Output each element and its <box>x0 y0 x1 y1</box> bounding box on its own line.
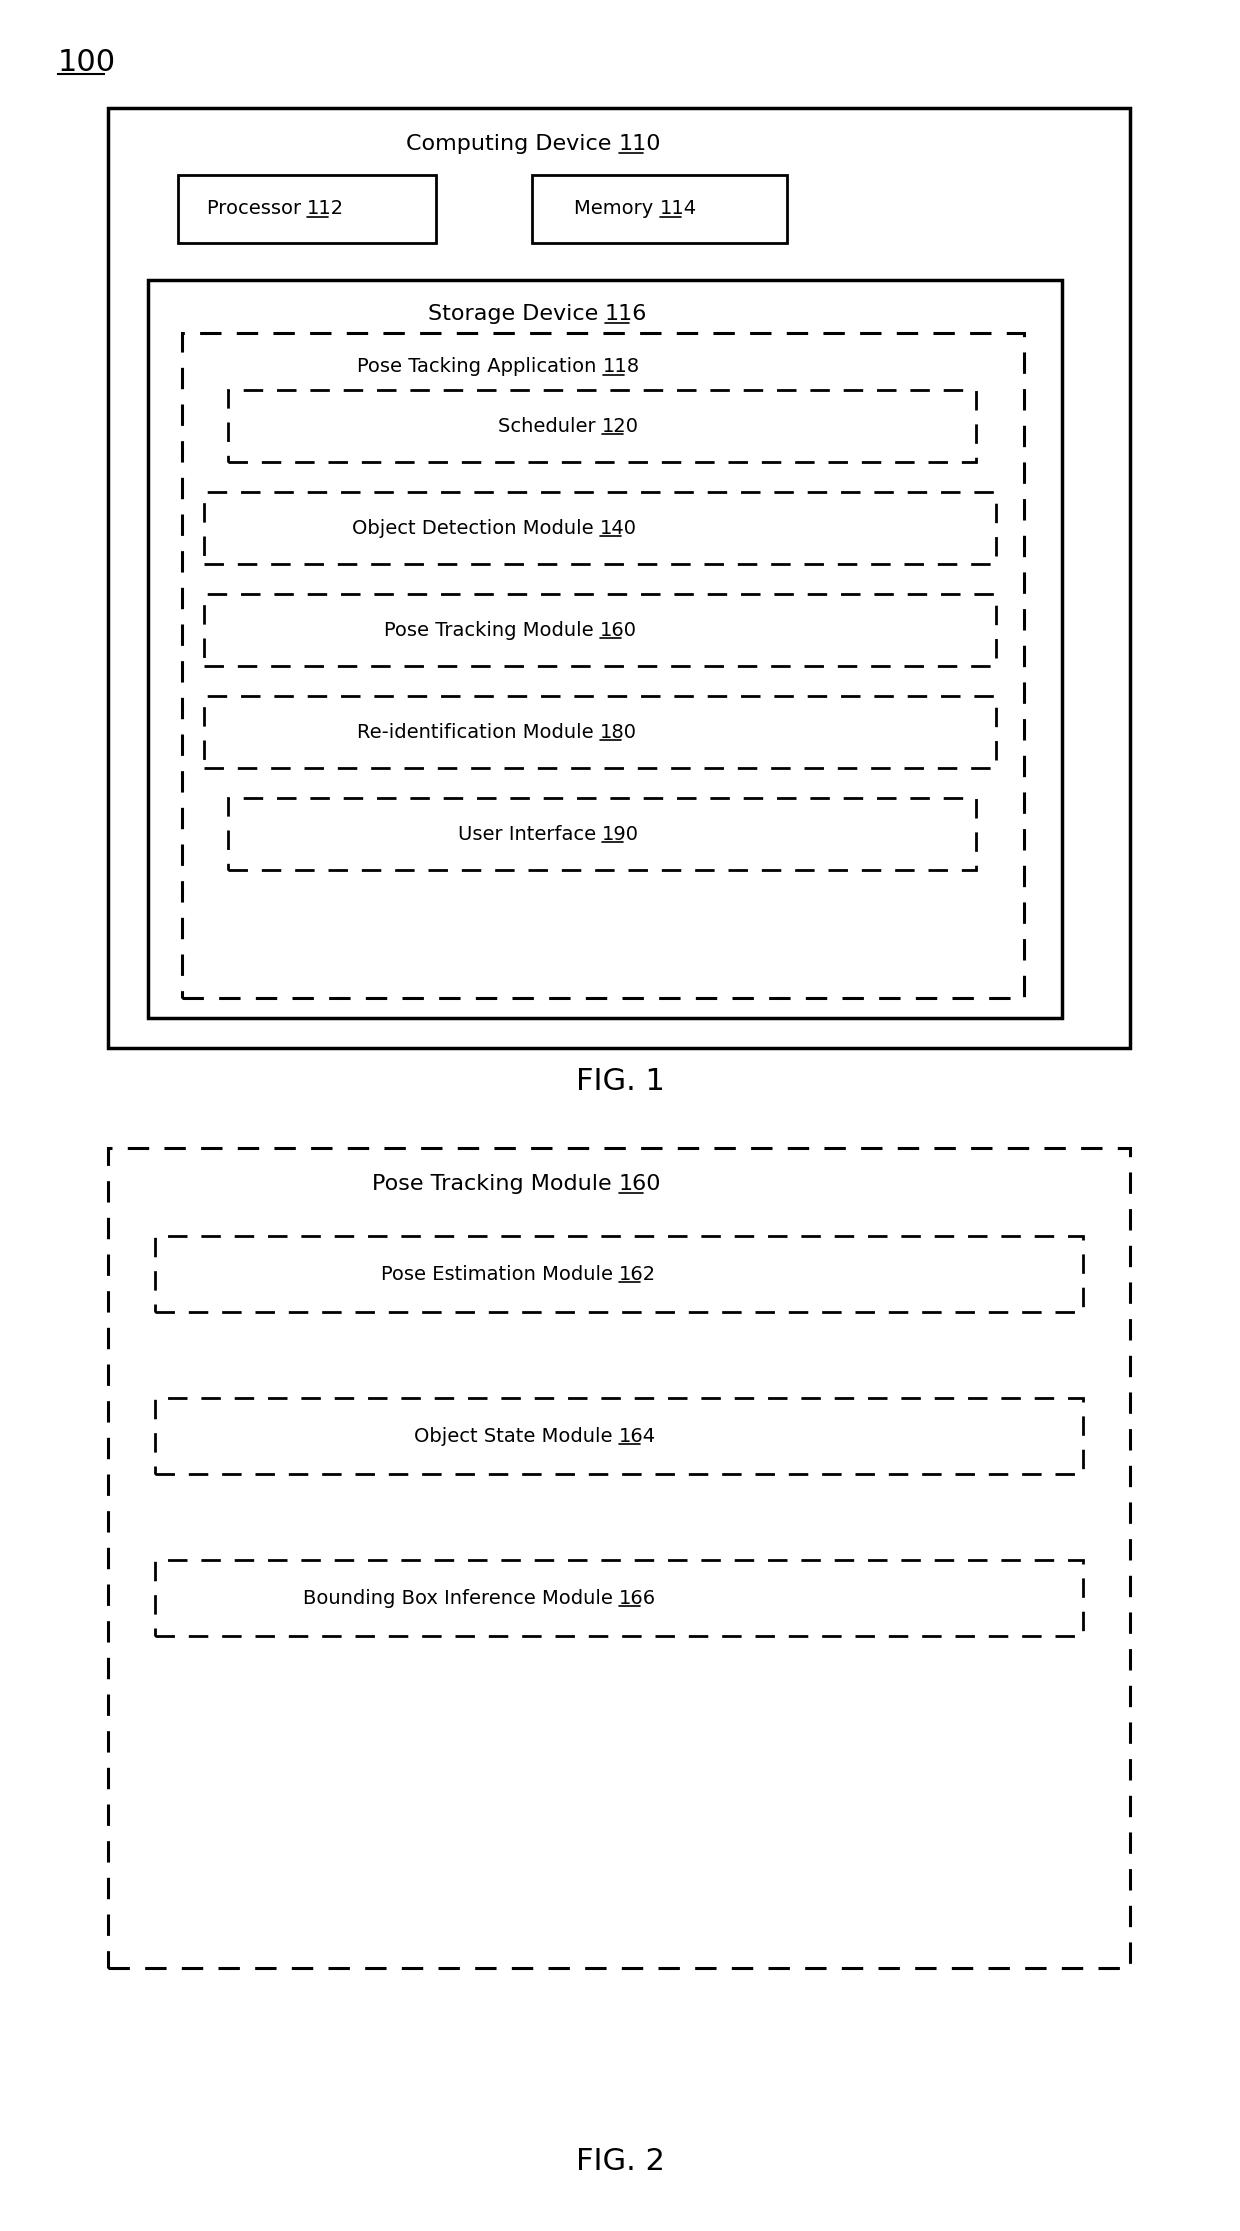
Text: 100: 100 <box>58 49 117 78</box>
Text: Computing Device: Computing Device <box>407 134 619 154</box>
Text: Scheduler: Scheduler <box>498 417 601 435</box>
Text: 166: 166 <box>619 1588 656 1609</box>
Text: Object Detection Module 140: Object Detection Module 140 <box>458 518 743 538</box>
Text: Pose Tacking Application: Pose Tacking Application <box>357 357 603 377</box>
Text: 164: 164 <box>619 1426 656 1446</box>
Text: Computing Device 110: Computing Device 110 <box>491 134 746 154</box>
Text: Pose Estimation Module 162: Pose Estimation Module 162 <box>481 1265 756 1283</box>
Text: 140: 140 <box>600 518 637 538</box>
Bar <box>155 1399 1083 1475</box>
Bar <box>108 107 1130 1049</box>
Text: Processor 112: Processor 112 <box>238 199 376 219</box>
Text: User Interface: User Interface <box>458 825 601 843</box>
Bar <box>205 696 996 767</box>
Text: User Interface 190: User Interface 190 <box>511 825 693 843</box>
Bar <box>155 1559 1083 1635</box>
Text: FIG. 1: FIG. 1 <box>575 1066 665 1095</box>
Text: 116: 116 <box>605 303 647 323</box>
Text: Re-identification Module 180: Re-identification Module 180 <box>460 723 740 741</box>
Text: Bounding Box Inference Module 166: Bounding Box Inference Module 166 <box>443 1588 796 1609</box>
Bar <box>228 390 976 462</box>
Text: FIG. 2: FIG. 2 <box>575 2148 665 2177</box>
Text: 160: 160 <box>600 620 637 640</box>
Text: Pose Estimation Module: Pose Estimation Module <box>381 1265 619 1283</box>
Text: Pose Tacking Application 118: Pose Tacking Application 118 <box>461 357 744 377</box>
Bar <box>108 1149 1130 1968</box>
Text: Scheduler 120: Scheduler 120 <box>532 417 672 435</box>
Bar <box>179 174 436 243</box>
Text: Memory: Memory <box>574 199 660 219</box>
Text: Pose Tracking Module: Pose Tracking Module <box>384 620 600 640</box>
Text: 190: 190 <box>601 825 639 843</box>
Text: 114: 114 <box>660 199 697 219</box>
Bar <box>532 174 787 243</box>
Text: 110: 110 <box>619 134 661 154</box>
Text: 120: 120 <box>601 417 639 435</box>
Text: Storage Device 116: Storage Device 116 <box>495 303 715 323</box>
Text: Storage Device: Storage Device <box>428 303 605 323</box>
Bar <box>205 493 996 564</box>
Bar <box>228 799 976 870</box>
Text: Processor: Processor <box>207 199 308 219</box>
Bar <box>148 281 1061 1017</box>
Text: Pose Tracking Module 160: Pose Tracking Module 160 <box>474 620 727 640</box>
Text: Pose Tracking Module: Pose Tracking Module <box>372 1174 619 1194</box>
Text: 162: 162 <box>619 1265 656 1283</box>
Text: 112: 112 <box>308 199 345 219</box>
Bar <box>182 332 1024 997</box>
Text: Pose Tracking Module 160: Pose Tracking Module 160 <box>475 1174 764 1194</box>
Bar <box>205 593 996 667</box>
Text: 160: 160 <box>619 1174 661 1194</box>
Text: Memory 114: Memory 114 <box>598 199 720 219</box>
Text: 180: 180 <box>600 723 637 741</box>
Bar <box>155 1236 1083 1312</box>
Text: 118: 118 <box>603 357 640 377</box>
Text: Bounding Box Inference Module: Bounding Box Inference Module <box>303 1588 619 1609</box>
Text: Object State Module: Object State Module <box>414 1426 619 1446</box>
Text: Object State Module 164: Object State Module 164 <box>498 1426 740 1446</box>
Text: Re-identification Module: Re-identification Module <box>357 723 600 741</box>
Text: Object Detection Module: Object Detection Module <box>352 518 600 538</box>
